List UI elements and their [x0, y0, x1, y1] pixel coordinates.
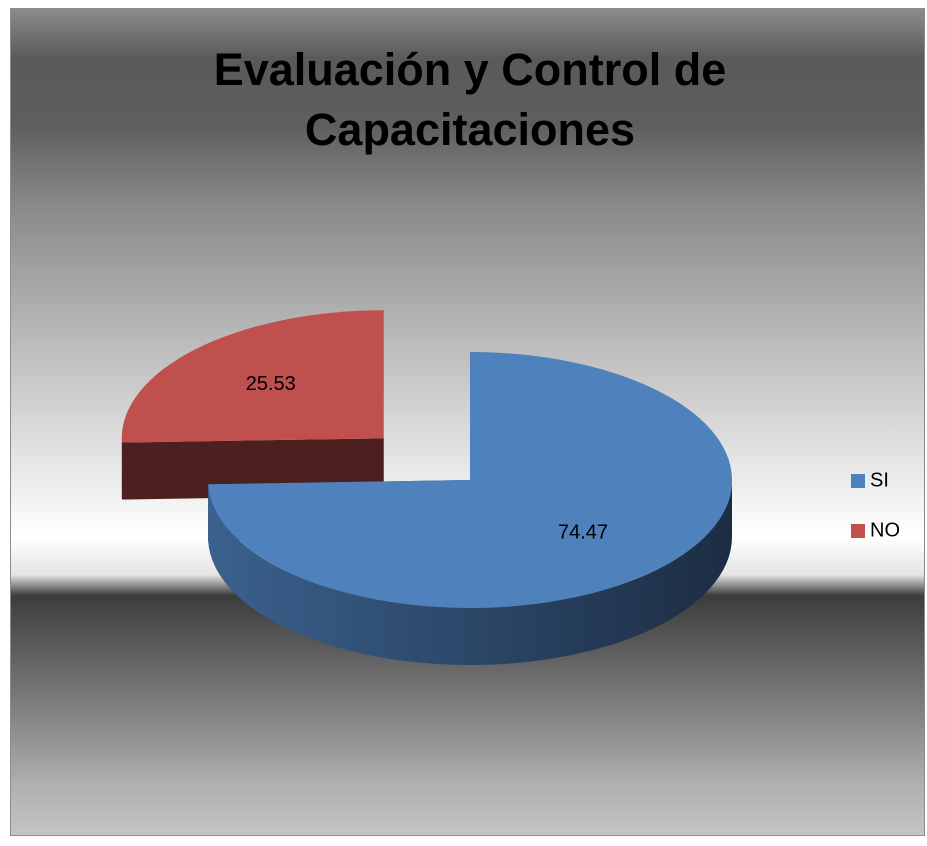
- slice: [121, 310, 384, 443]
- chart-title: Evaluación y Control de Capacitaciones: [213, 44, 727, 155]
- legend-swatch: [851, 524, 865, 538]
- data-label: 25.53: [246, 373, 296, 395]
- data-label: 74.47: [558, 522, 608, 544]
- slice-side: [208, 480, 732, 665]
- legend-label: NO: [870, 519, 900, 541]
- legend-label: SI: [870, 469, 889, 491]
- slice: [208, 352, 733, 608]
- legend-swatch: [851, 474, 865, 488]
